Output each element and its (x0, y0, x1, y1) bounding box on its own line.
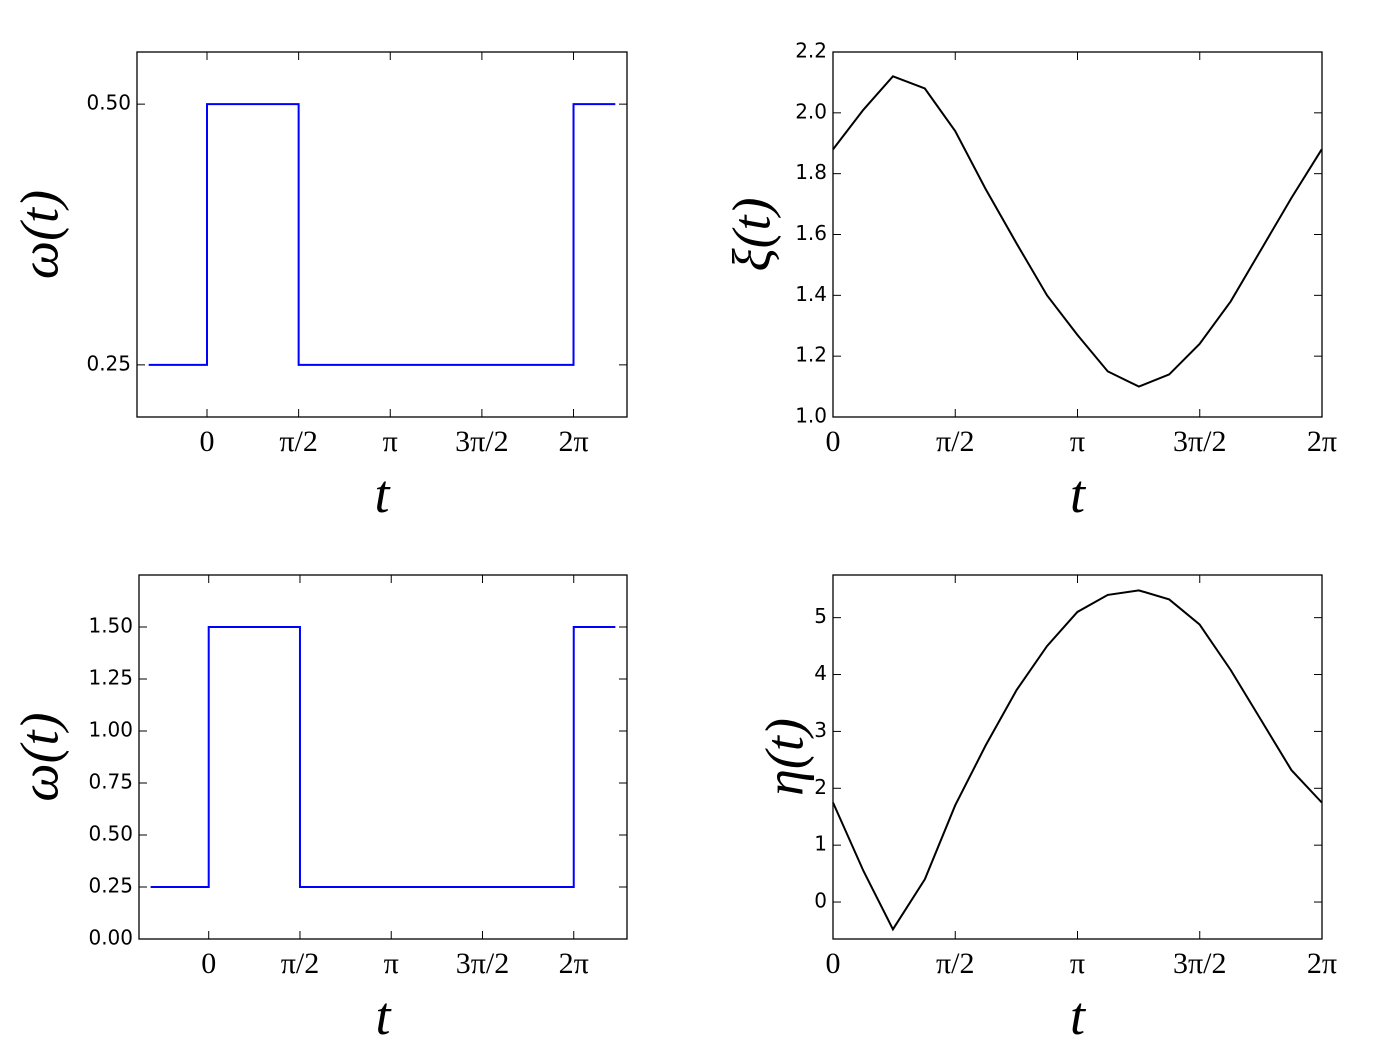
x-tick-label: π (1070, 947, 1085, 980)
y-tick-label: 1.50 (88, 614, 133, 638)
y-axis-label: ω(t) (9, 190, 69, 279)
y-tick-label: 0.25 (86, 351, 131, 375)
x-tick-label: π/2 (279, 425, 317, 458)
y-tick-label: 0.75 (88, 770, 133, 794)
y-axis-label: ξ(t) (721, 197, 781, 271)
y-tick-label: 2.2 (795, 39, 827, 63)
y-tick-label: 2 (814, 775, 827, 799)
y-tick-label: 4 (814, 661, 827, 685)
y-tick-label: 1.2 (795, 343, 827, 367)
y-tick-label: 0.50 (86, 91, 131, 115)
data-line (150, 626, 616, 888)
x-axis-label: t (374, 464, 391, 524)
x-tick-label: π (383, 425, 398, 458)
x-tick-label: 0 (200, 425, 215, 458)
y-tick-label: 1.25 (88, 666, 133, 690)
x-axis-label: t (1070, 464, 1087, 524)
x-tick-label: 2π (1307, 947, 1337, 980)
x-tick-label: π (1070, 425, 1085, 458)
y-tick-label: 5 (814, 604, 827, 628)
y-tick-label: 1.6 (795, 221, 827, 245)
y-axis-label: ω(t) (9, 712, 69, 801)
x-tick-label: 0 (826, 947, 841, 980)
x-tick-label: 2π (558, 425, 588, 458)
y-tick-label: 0.50 (88, 822, 133, 846)
y-tick-label: 2.0 (795, 99, 827, 123)
y-tick-label: 1.00 (88, 718, 133, 742)
y-tick-label: 0.00 (88, 926, 133, 950)
x-tick-label: 0 (201, 947, 216, 980)
x-tick-label: 2π (1307, 425, 1337, 458)
x-tick-label: 3π/2 (1173, 425, 1226, 458)
y-tick-label: 0.25 (88, 874, 133, 898)
y-tick-label: 3 (814, 718, 827, 742)
plot-frame (832, 51, 1323, 418)
x-tick-label: π (384, 947, 399, 980)
x-tick-label: π/2 (936, 947, 974, 980)
x-tick-label: 3π/2 (456, 947, 509, 980)
y-tick-label: 1.4 (795, 282, 827, 306)
data-line (148, 103, 616, 366)
x-tick-label: 3π/2 (1173, 947, 1226, 980)
x-tick-label: π/2 (936, 425, 974, 458)
x-axis-label: t (375, 986, 392, 1044)
x-tick-label: 0 (826, 425, 841, 458)
x-tick-label: π/2 (281, 947, 319, 980)
y-tick-label: 1.0 (795, 404, 827, 428)
y-tick-label: 1 (814, 832, 827, 856)
y-tick-label: 0 (814, 889, 827, 913)
plot-frame (832, 574, 1323, 940)
x-tick-label: 3π/2 (455, 425, 508, 458)
data-line (832, 75, 1323, 388)
data-line (832, 589, 1323, 932)
x-tick-label: 2π (559, 947, 589, 980)
x-axis-label: t (1070, 986, 1087, 1044)
plot-frame (138, 574, 628, 940)
plot-frame (136, 51, 628, 418)
y-axis-label: η(t) (754, 718, 814, 796)
y-tick-label: 1.8 (795, 160, 827, 184)
